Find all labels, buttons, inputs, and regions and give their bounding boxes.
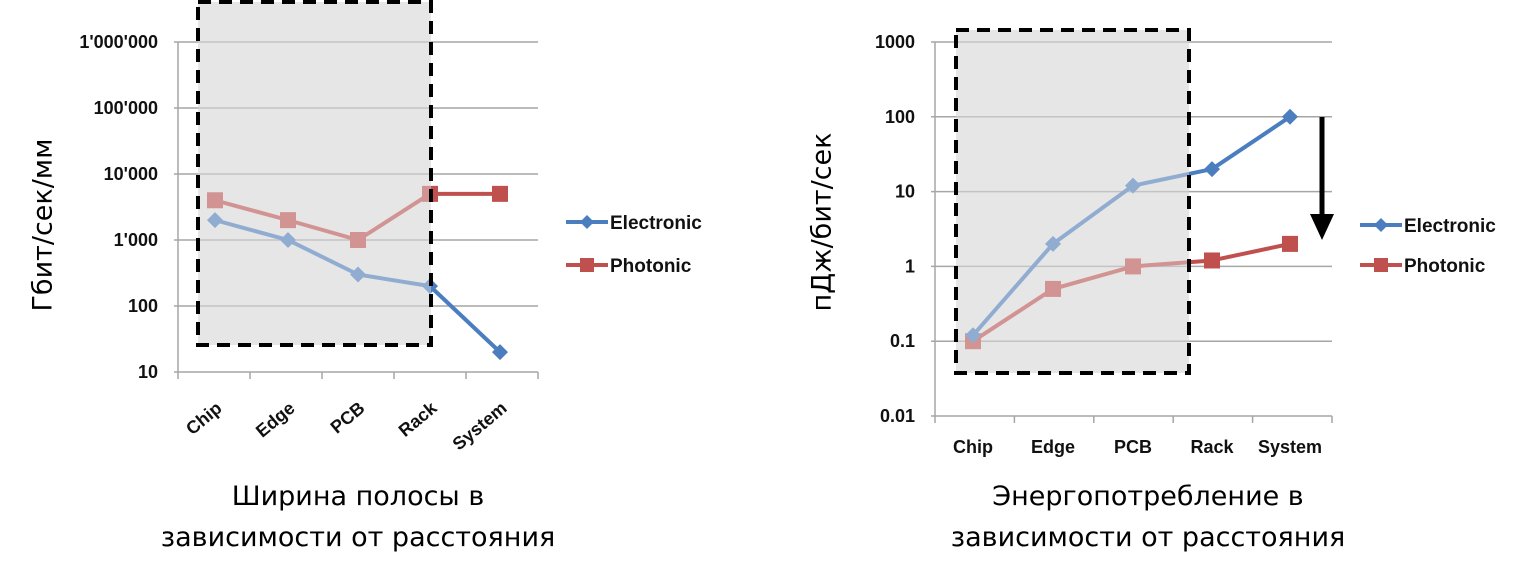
x-tick-label: Rack <box>395 397 442 441</box>
data-point-photonic <box>1282 235 1298 252</box>
x-tick-label: System <box>1258 437 1322 457</box>
data-point-electronic <box>492 344 508 361</box>
data-point-photonic <box>1125 258 1141 275</box>
x-tick-label: Edge <box>1031 437 1075 457</box>
chart-caption: Ширина полосы в <box>232 481 485 512</box>
chart-caption: Энергопотребление в <box>992 481 1303 512</box>
x-tick-label: Rack <box>1190 437 1234 457</box>
legend-marker-electronic <box>1374 218 1388 232</box>
y-axis-title: Гбит/сек/мм <box>28 138 59 311</box>
y-axis-title: пДж/бит/сек <box>807 133 838 312</box>
legend-label-photonic: Photonic <box>1404 256 1486 277</box>
highlight-region-overlay <box>956 30 1189 373</box>
y-tick-label: 0.01 <box>880 406 915 426</box>
data-point-electronic <box>350 266 366 283</box>
data-point-photonic <box>207 192 223 209</box>
data-point-electronic <box>965 327 981 344</box>
y-tick-label: 10 <box>138 362 158 382</box>
y-tick-label: 1'000 <box>114 230 158 250</box>
y-tick-label: 0.1 <box>890 331 915 351</box>
y-tick-label: 10 <box>895 182 915 202</box>
x-tick-label: Chip <box>182 398 225 439</box>
highlight-region-border <box>196 0 433 347</box>
legend-label-photonic: Photonic <box>610 256 692 277</box>
x-tick-label: System <box>449 398 511 454</box>
y-tick-label: 1'000'000 <box>79 32 158 52</box>
y-tick-label: 1000 <box>875 32 915 52</box>
legend-marker-photonic <box>580 258 594 272</box>
y-tick-label: 1 <box>905 256 915 276</box>
data-point-electronic <box>1282 108 1298 125</box>
legend-label-electronic: Electronic <box>1404 216 1496 237</box>
data-point-electronic <box>422 278 438 295</box>
x-tick-label: PCB <box>327 398 369 438</box>
y-tick-label: 100'000 <box>94 98 158 118</box>
y-tick-label: 100 <box>885 107 915 127</box>
data-point-electronic <box>207 212 223 229</box>
highlight-region-fill <box>956 30 1189 373</box>
data-point-electronic <box>280 232 296 248</box>
data-point-photonic <box>1204 252 1220 269</box>
y-tick-label: 10'000 <box>104 164 158 184</box>
data-point-electronic <box>1125 177 1141 194</box>
highlight-region-overlay <box>198 2 431 345</box>
chart-caption: зависимости от расстояния <box>161 522 555 553</box>
x-tick-label: Edge <box>252 398 299 442</box>
legend-marker-photonic <box>1374 258 1388 272</box>
data-point-photonic <box>280 212 296 229</box>
x-tick-label: Chip <box>953 437 993 457</box>
data-point-photonic <box>350 232 366 248</box>
legend-label-electronic: Electronic <box>610 213 702 234</box>
highlight-region-border <box>954 28 1191 375</box>
y-tick-label: 100 <box>128 296 158 316</box>
data-point-photonic <box>492 185 508 202</box>
x-tick-label: PCB <box>1114 437 1152 457</box>
data-point-photonic <box>1045 280 1061 297</box>
legend-marker-electronic <box>580 215 594 229</box>
data-point-electronic <box>1045 235 1061 252</box>
data-point-electronic <box>1204 161 1220 178</box>
chart-caption: зависимости от расстояния <box>951 522 1345 553</box>
arrow-head <box>1310 214 1334 240</box>
